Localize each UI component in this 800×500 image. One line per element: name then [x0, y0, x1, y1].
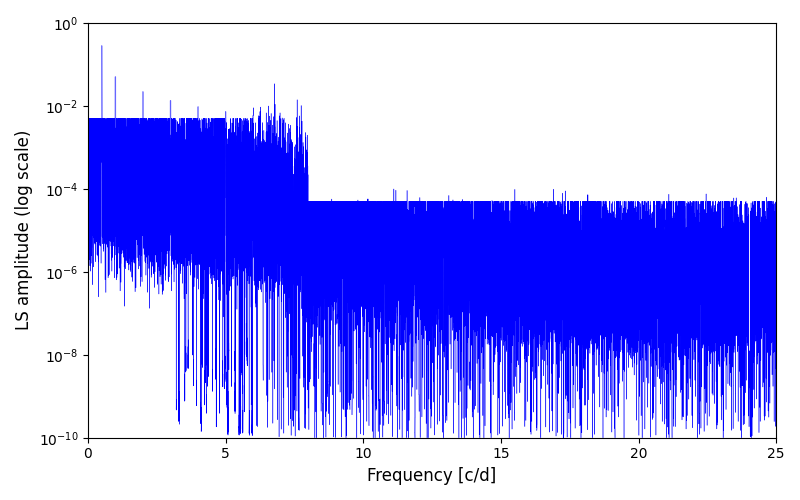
Y-axis label: LS amplitude (log scale): LS amplitude (log scale) [15, 130, 33, 330]
X-axis label: Frequency [c/d]: Frequency [c/d] [367, 467, 497, 485]
